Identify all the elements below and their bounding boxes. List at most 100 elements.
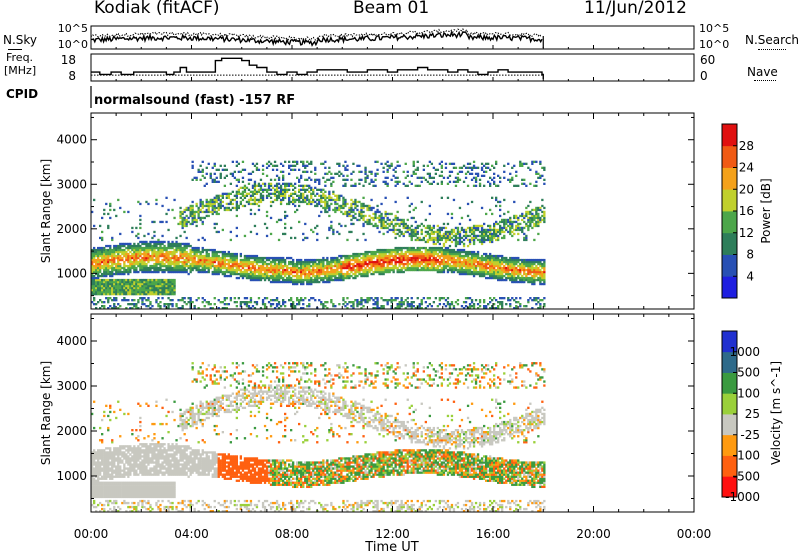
power-cell — [499, 254, 502, 258]
power-cell — [179, 268, 182, 272]
power-cell — [519, 278, 522, 282]
power-cell — [229, 274, 233, 278]
power-cell — [468, 172, 472, 175]
power-cell — [221, 270, 225, 274]
power-cell — [288, 200, 291, 204]
power-cell — [279, 188, 283, 191]
power-cell — [294, 186, 297, 189]
power-cell — [251, 270, 255, 274]
power-cell — [187, 256, 190, 260]
power-cell — [273, 270, 277, 274]
power-cell — [362, 210, 365, 214]
power-cell — [175, 256, 178, 260]
power-cell — [237, 190, 241, 193]
power-cell — [298, 168, 301, 171]
power-cell — [314, 166, 317, 169]
power-cell — [290, 194, 293, 197]
power-cell — [483, 232, 486, 236]
freq-tick-right-top: 60 — [700, 53, 715, 67]
power-cell — [292, 307, 295, 310]
power-cell — [372, 272, 375, 276]
power-cell — [147, 202, 150, 206]
power-cell — [314, 194, 317, 197]
power-cell — [247, 198, 251, 202]
power-cell — [111, 291, 114, 294]
power-cell — [392, 270, 395, 274]
power-cell — [121, 293, 124, 296]
power-cell — [326, 204, 329, 208]
power-cell — [215, 258, 218, 262]
power-cell — [314, 264, 317, 268]
power-cell — [207, 200, 210, 204]
power-cell — [394, 266, 397, 270]
power-cell — [434, 260, 438, 264]
power-cell — [352, 210, 355, 214]
power-cell — [121, 270, 124, 274]
power-cell — [434, 252, 438, 256]
power-cell — [462, 260, 466, 264]
power-cell — [294, 307, 297, 310]
power-cell — [491, 270, 494, 274]
power-cell — [239, 196, 243, 199]
power-cell — [286, 276, 289, 280]
power-cell — [442, 303, 446, 306]
power-cell — [111, 289, 114, 292]
power-cell — [380, 162, 383, 165]
power-cell — [157, 293, 160, 296]
power-cell — [404, 184, 407, 187]
power-cell — [235, 258, 239, 262]
power-cell — [509, 172, 512, 175]
power-cell — [207, 268, 210, 272]
power-cell — [165, 291, 168, 294]
power-cell — [300, 268, 303, 272]
power-cell — [197, 250, 200, 254]
power-cell — [131, 307, 134, 310]
power-cell — [356, 274, 359, 278]
power-cell — [288, 172, 291, 175]
power-cell — [282, 164, 285, 167]
power-cell — [292, 200, 295, 204]
power-cell — [294, 280, 297, 284]
power-cell — [263, 303, 267, 306]
power-cell — [123, 289, 126, 292]
power-cell — [137, 260, 140, 264]
power-cell — [338, 170, 341, 173]
power-cell — [330, 260, 333, 264]
power-cell — [159, 305, 162, 308]
power-cell — [227, 206, 231, 210]
power-cell — [159, 242, 162, 246]
power-cell — [169, 252, 172, 256]
power-cell — [304, 278, 307, 282]
power-cell — [448, 170, 452, 173]
power-cell — [97, 248, 100, 252]
power-cell — [422, 254, 426, 258]
power-cell — [344, 262, 347, 266]
power-cell — [131, 278, 134, 282]
power-cell — [472, 242, 476, 246]
power-cell — [133, 266, 136, 270]
power-cell — [446, 236, 450, 240]
power-cell — [227, 194, 231, 197]
power-cell — [328, 170, 331, 173]
power-cell — [489, 268, 492, 272]
power-cell — [173, 268, 176, 272]
power-cell — [396, 268, 399, 272]
power-cell — [253, 272, 257, 276]
power-cell — [125, 264, 128, 268]
power-cell — [149, 280, 152, 284]
power-cell — [117, 262, 120, 266]
power-cell — [468, 162, 472, 165]
power-cell — [511, 260, 514, 264]
power-cell — [215, 264, 218, 268]
power-cell — [525, 262, 528, 266]
power-cell — [414, 226, 417, 230]
power-cell — [392, 266, 395, 270]
power-cell — [308, 186, 311, 189]
power-cell — [227, 252, 231, 256]
power-cell — [424, 250, 428, 254]
power-cell — [155, 250, 158, 254]
power-cell — [99, 266, 102, 270]
power-cell — [501, 262, 504, 266]
power-cell — [434, 268, 438, 272]
power-cell — [155, 289, 158, 292]
